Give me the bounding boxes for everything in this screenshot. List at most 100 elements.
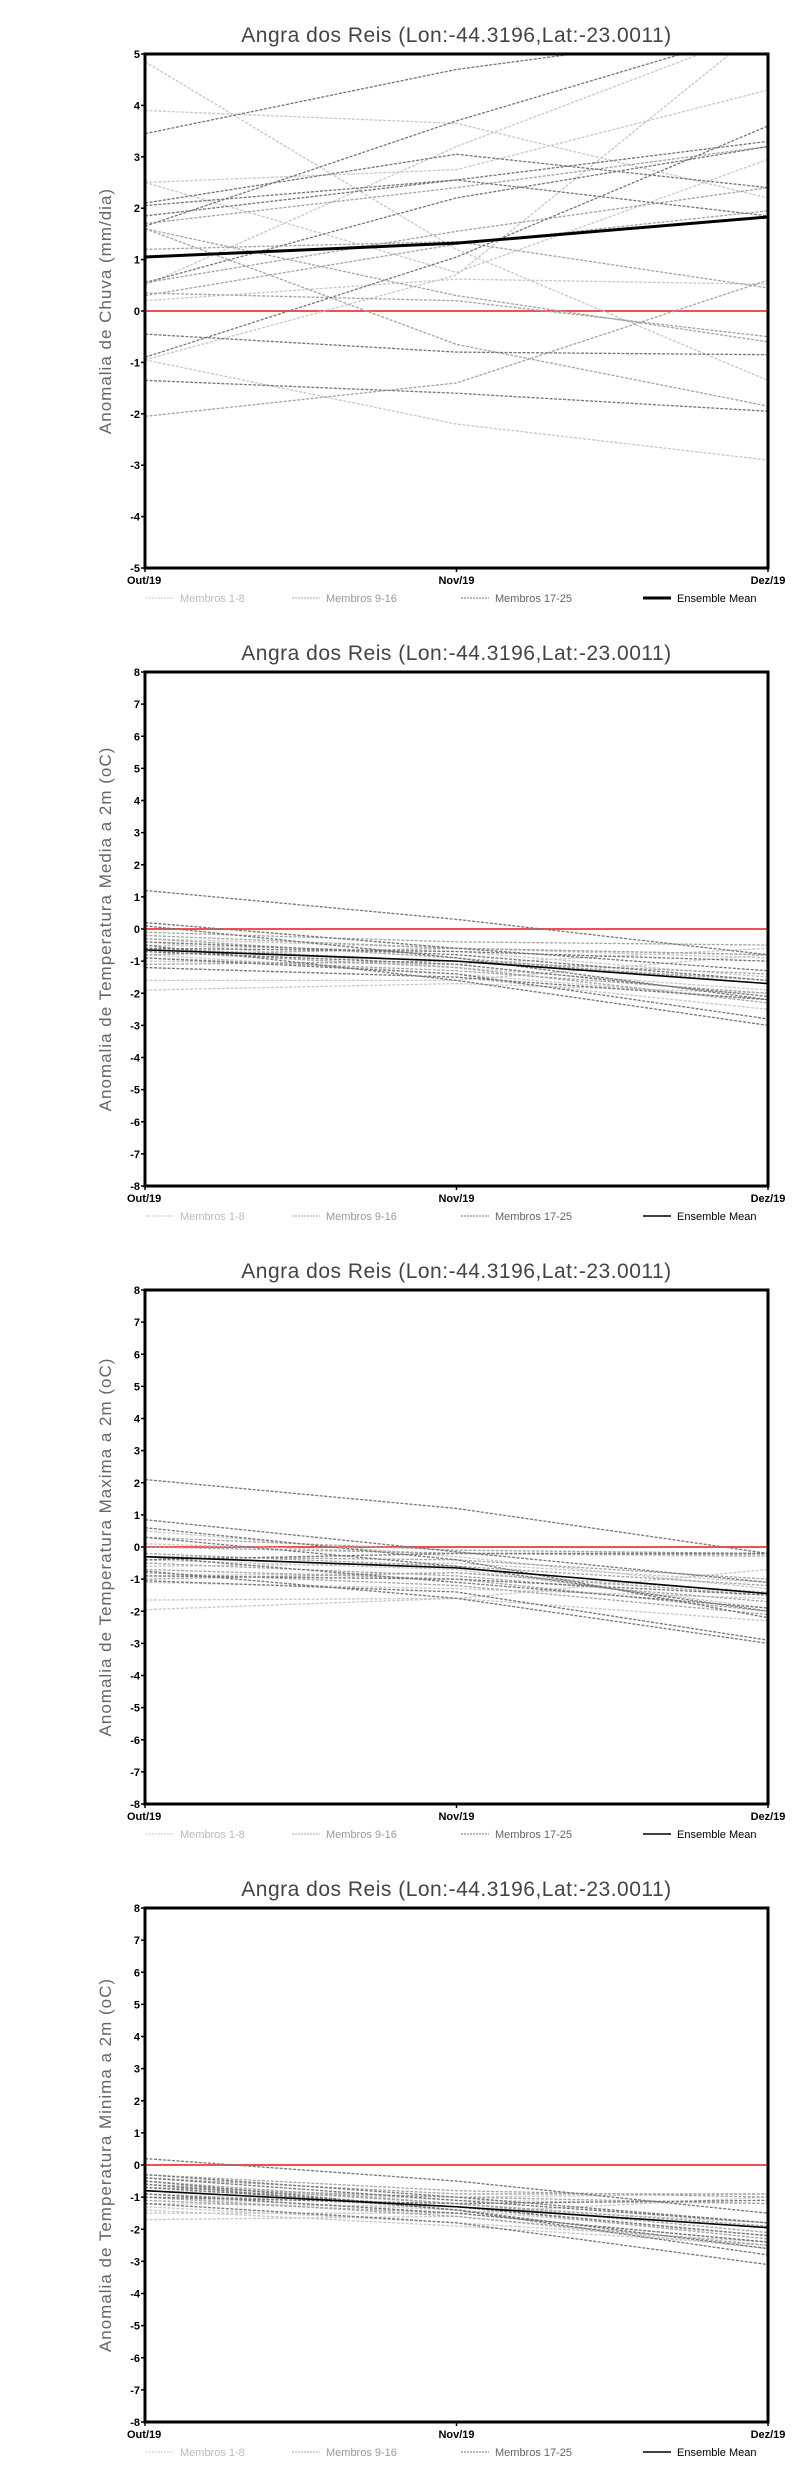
members-1-8-line-7 (145, 947, 768, 965)
chart-3: Angra dos Reis (Lon:-44.3196,Lat:-23.001… (96, 1260, 785, 1841)
y-tick-label: 1 (134, 1510, 140, 1522)
y-tick-label: 1 (134, 892, 140, 904)
y-tick-label: 7 (134, 1317, 140, 1329)
legend-label: Ensemble Mean (677, 1829, 757, 1841)
members-17-25-line-3 (145, 179, 768, 217)
members-9-16-line-4 (145, 2177, 768, 2195)
legend-item-2: Membros 9-16 (292, 593, 397, 605)
y-tick-label: -8 (130, 1181, 140, 1193)
y-tick-label: 4 (134, 2032, 141, 2044)
legend-label: Membros 9-16 (326, 593, 397, 605)
x-tick-label: Dez/19 (751, 1811, 786, 1823)
y-axis-label: Anomalia de Temperatura Media a 2m (oC) (96, 747, 115, 1112)
y-tick-label: -5 (130, 563, 140, 575)
y-tick-label: -4 (130, 1053, 141, 1065)
y-tick-label: 2 (134, 860, 140, 872)
y-tick-label: -1 (130, 357, 140, 369)
ensemble-mean-line (145, 215, 768, 259)
members-17-25-line-8 (145, 1555, 768, 1609)
members-17-25-line-6 (145, 941, 768, 982)
y-tick-label: -7 (130, 1767, 140, 1779)
chart-title: Angra dos Reis (Lon:-44.3196,Lat:-23.001… (241, 642, 671, 665)
members-17-25-line-6 (145, 2193, 768, 2243)
series-group (145, 889, 768, 1027)
members-9-16-line-1 (145, 228, 768, 343)
legend-item-3: Membros 17-25 (461, 2447, 572, 2459)
y-tick-label: 6 (134, 1349, 140, 1361)
legend-label: Membros 1-8 (180, 593, 245, 605)
members-1-8-line-5 (145, 1559, 768, 1609)
legend-label: Membros 9-16 (326, 2447, 397, 2459)
x-tick-label: Nov/19 (438, 1811, 474, 1823)
y-tick-label: -6 (130, 1117, 140, 1129)
y-tick-label: -8 (130, 2417, 140, 2429)
y-tick-label: -8 (130, 1799, 140, 1811)
y-tick-label: 8 (134, 667, 140, 679)
y-tick-label: -2 (130, 1606, 140, 1618)
y-tick-label: 1 (134, 255, 140, 267)
y-axis-label: Anomalia de Temperatura Maxima a 2m (oC) (96, 1358, 115, 1737)
members-17-25-line-2 (145, 921, 768, 972)
members-17-25-line-2 (145, 1519, 768, 1583)
y-tick-label: -3 (130, 460, 140, 472)
members-1-8-line-4 (145, 359, 768, 461)
legend-item-1: Membros 1-8 (146, 1829, 245, 1841)
legend-label: Ensemble Mean (677, 2447, 757, 2459)
members-17-25-line-3 (145, 925, 768, 1001)
y-tick-label: -6 (130, 1735, 140, 1747)
chart-2: Angra dos Reis (Lon:-44.3196,Lat:-23.001… (96, 642, 785, 1223)
y-tick-label: -4 (130, 512, 141, 524)
members-1-8-line-1 (145, 61, 768, 381)
y-tick-label: -7 (130, 1149, 140, 1161)
y-tick-label: 1 (134, 2128, 140, 2140)
members-17-25-line-8 (145, 333, 768, 356)
y-tick-label: -5 (130, 1703, 140, 1715)
members-17-25-line-7 (145, 2177, 768, 2224)
y-tick-label: 3 (134, 828, 140, 840)
members-9-16-line-5 (145, 279, 768, 418)
members-17-25-line-4 (145, 2202, 768, 2266)
y-tick-label: -1 (130, 956, 140, 968)
members-9-16-line-6 (145, 1562, 768, 1603)
legend-item-2: Membros 9-16 (292, 1211, 397, 1223)
chart-4: Angra dos Reis (Lon:-44.3196,Lat:-23.001… (96, 1878, 785, 2459)
y-tick-label: 7 (134, 1935, 140, 1947)
members-17-25-line-2 (145, 54, 684, 227)
members-17-25-line-9 (145, 2183, 768, 2250)
y-tick-label: -1 (130, 1574, 140, 1586)
members-17-25-line-5 (145, 153, 768, 204)
members-1-8-line-8 (145, 941, 768, 991)
y-tick-label: 6 (134, 731, 140, 743)
x-tick-label: Dez/19 (751, 1193, 786, 1205)
members-17-25-line-6 (145, 145, 768, 284)
members-17-25-line-1 (145, 2157, 768, 2214)
legend-item-3: Membros 17-25 (461, 593, 572, 605)
members-9-16-line-7 (145, 228, 768, 407)
y-tick-label: -3 (130, 1020, 140, 1032)
y-tick-label: 8 (134, 1903, 140, 1915)
legend-label: Membros 1-8 (180, 2447, 245, 2459)
y-tick-label: -3 (130, 2256, 140, 2268)
members-1-8-line-3 (145, 89, 768, 184)
members-17-25-line-3 (145, 2180, 768, 2256)
members-9-16-line-6 (145, 145, 768, 225)
members-9-16-line-2 (145, 186, 768, 284)
members-17-25-line-1 (145, 889, 768, 956)
y-tick-label: -7 (130, 2385, 140, 2397)
y-tick-label: -5 (130, 1085, 140, 1097)
members-17-25-line-7 (145, 125, 768, 358)
members-17-25-line-5 (145, 2186, 768, 2237)
y-tick-label: -5 (130, 2321, 140, 2333)
members-1-8-line-2 (145, 109, 768, 199)
legend-label: Membros 17-25 (495, 1829, 572, 1841)
x-tick-label: Nov/19 (438, 575, 474, 587)
y-tick-label: 4 (134, 1414, 141, 1426)
members-9-16-line-8 (145, 2196, 768, 2246)
y-tick-label: 4 (134, 796, 141, 808)
members-1-8-line-6 (145, 2209, 768, 2246)
legend-label: Ensemble Mean (677, 1211, 757, 1223)
members-17-25-line-7 (145, 1536, 768, 1612)
y-tick-label: 0 (134, 306, 140, 318)
legend-label: Membros 1-8 (180, 1829, 245, 1841)
members-17-25-line-4 (145, 944, 768, 1027)
